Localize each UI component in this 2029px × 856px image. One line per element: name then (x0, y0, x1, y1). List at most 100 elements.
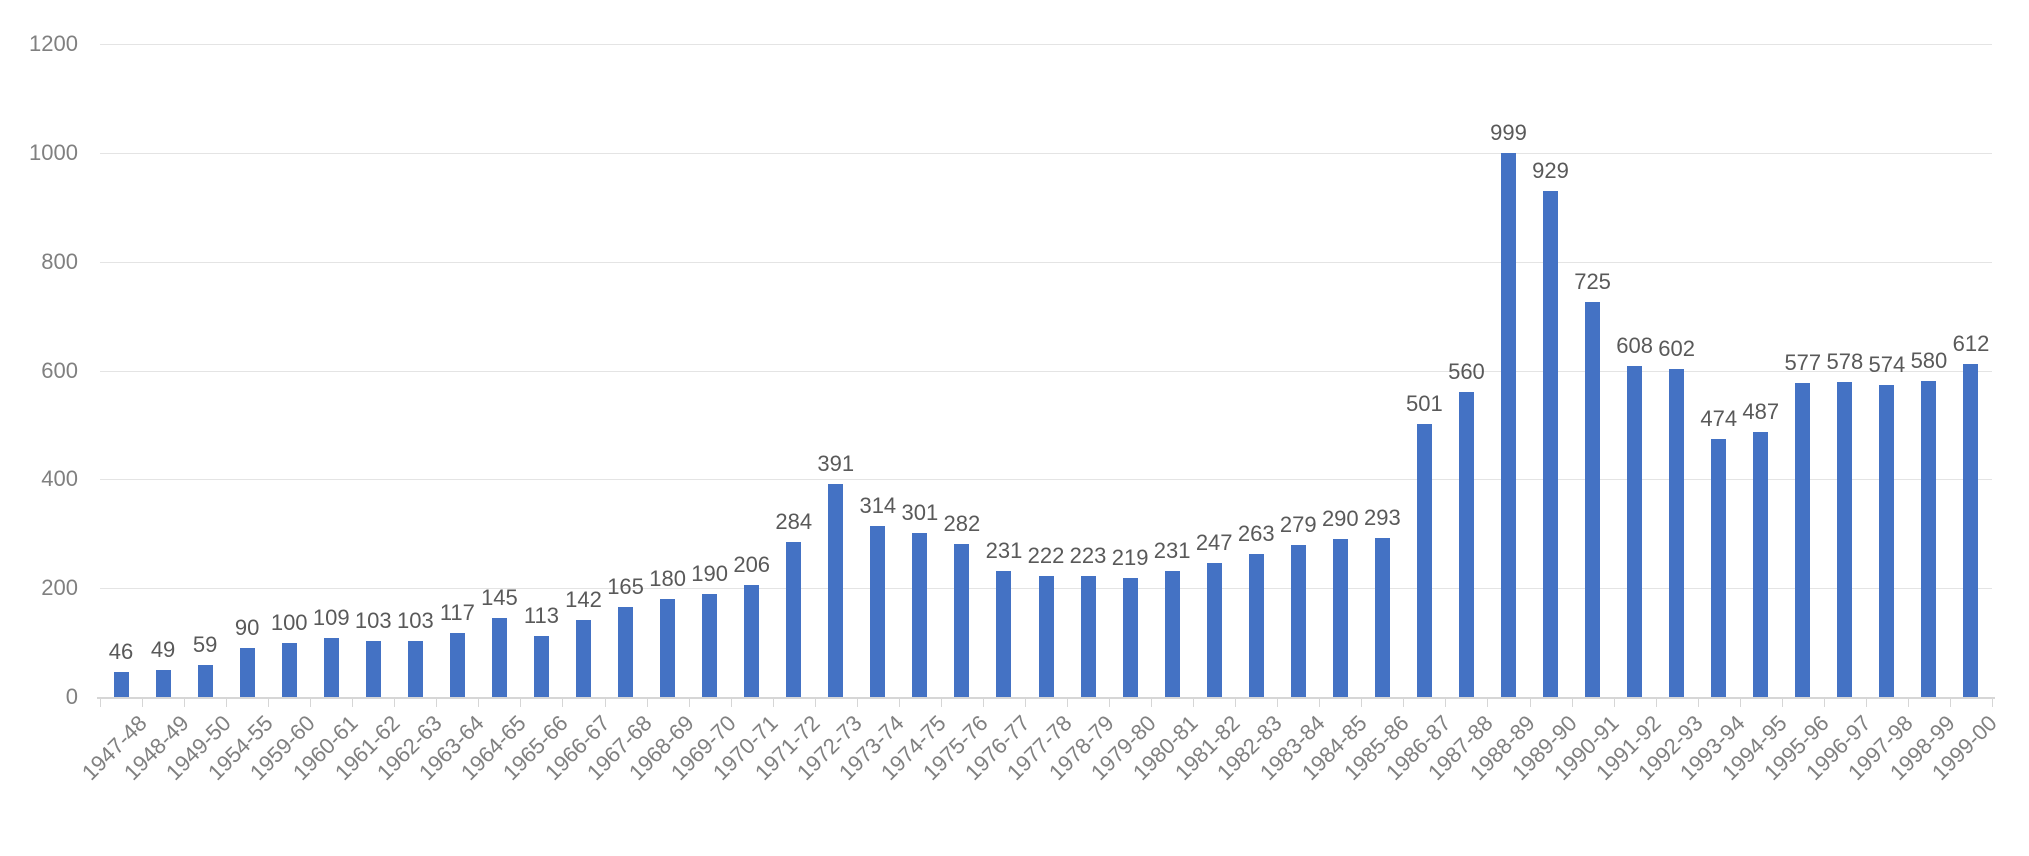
x-axis-tick (898, 699, 900, 707)
x-axis-tick (1445, 699, 1447, 707)
x-axis-tick (394, 699, 396, 707)
bar-value-label: 247 (1195, 529, 1233, 555)
bar-value-label: 279 (1279, 512, 1317, 538)
bar (1627, 366, 1643, 697)
x-axis-tick (1781, 699, 1783, 707)
bar-value-label: 290 (1321, 506, 1359, 532)
bar-value-label: 612 (1952, 330, 1990, 356)
bar-value-label: 190 (691, 560, 728, 586)
bar (1543, 191, 1559, 697)
x-axis-tick (1361, 699, 1363, 707)
x-axis-tick (1739, 699, 1741, 707)
bar-value-label: 487 (1742, 398, 1780, 424)
x-axis-tick (688, 699, 690, 707)
x-axis-tick (1403, 699, 1405, 707)
x-axis-tick (1571, 699, 1573, 707)
bar (576, 619, 591, 697)
bar (1290, 545, 1306, 697)
bar-value-label: 145 (481, 585, 518, 611)
bar (1416, 424, 1432, 697)
bar-value-label: 999 (1490, 120, 1527, 146)
x-axis-tick (1907, 699, 1909, 707)
y-axis-tick-label: 0 (65, 684, 78, 709)
bar (1963, 363, 1979, 697)
x-axis-tick (1697, 699, 1699, 707)
bar-value-label: 90 (234, 615, 260, 641)
y-axis-tick-label: 200 (41, 575, 78, 601)
x-axis-tick (352, 699, 354, 707)
x-axis-tick (1024, 699, 1026, 707)
bar (786, 542, 802, 697)
bar-value-label: 578 (1826, 349, 1864, 375)
bar-value-label: 560 (1448, 359, 1485, 385)
bar (1248, 553, 1264, 697)
bar (491, 618, 507, 697)
bar (744, 584, 760, 697)
x-axis-tick (856, 699, 858, 707)
bar-value-label: 113 (523, 602, 559, 628)
bar (113, 671, 129, 697)
bar-value-label: 49 (150, 637, 176, 663)
x-axis-tick (1487, 699, 1489, 707)
bar (533, 635, 549, 697)
x-axis-tick (1655, 699, 1657, 707)
x-axis-tick (730, 699, 732, 707)
bar-value-label: 501 (1406, 391, 1443, 417)
bar-value-label: 929 (1532, 158, 1569, 184)
x-axis-tick (310, 699, 312, 707)
bar-value-label: 574 (1868, 351, 1906, 377)
x-axis-tick (436, 699, 438, 707)
x-axis-line (97, 697, 1995, 699)
bar-value-label: 59 (192, 631, 218, 657)
bar-value-label: 231 (1153, 538, 1191, 564)
bar-value-label: 231 (985, 538, 1023, 564)
y-axis-tick-label: 600 (41, 357, 78, 383)
x-axis-tick (1613, 699, 1615, 707)
bar (912, 533, 928, 697)
bar-value-label: 263 (1237, 520, 1275, 546)
x-axis-tick (772, 699, 774, 707)
bar (1585, 302, 1601, 697)
bar (1458, 392, 1474, 697)
bar (1879, 384, 1895, 697)
x-axis-tick (1865, 699, 1867, 707)
x-axis-tick (604, 699, 606, 707)
bar (197, 664, 213, 697)
y-axis-tick-label: 400 (41, 466, 78, 492)
x-axis-tick (1151, 699, 1153, 707)
x-axis-tick (940, 699, 942, 707)
bar-value-label: 117 (439, 600, 475, 626)
bar-value-label: 100 (270, 609, 308, 635)
x-axis-tick (226, 699, 228, 707)
x-axis-tick (184, 699, 186, 707)
bar (1206, 562, 1222, 697)
bar-value-label: 314 (859, 493, 897, 519)
bar (155, 670, 171, 697)
x-axis-tick (478, 699, 480, 707)
bar (660, 599, 676, 697)
bar-value-label: 391 (817, 451, 855, 477)
bar-value-label: 602 (1658, 336, 1696, 362)
x-axis-tick (1193, 699, 1195, 707)
bar-value-label: 608 (1616, 333, 1653, 359)
y-axis-tick-label: 800 (41, 248, 78, 274)
bar (1795, 383, 1811, 697)
bar-value-label: 577 (1784, 350, 1822, 376)
x-axis-tick (1823, 699, 1825, 707)
bar (239, 648, 255, 697)
bar-value-label: 103 (396, 607, 434, 633)
bar (1374, 537, 1390, 697)
bar (281, 642, 297, 697)
bar-value-label: 222 (1027, 543, 1065, 569)
x-axis-tick (1319, 699, 1321, 707)
bar (828, 484, 844, 697)
x-axis-tick (646, 699, 648, 707)
bar (1038, 576, 1054, 697)
x-axis-tick (1992, 699, 1993, 707)
bar-value-label: 219 (1111, 544, 1149, 570)
bar-value-label: 301 (901, 500, 939, 526)
bar-value-label: 223 (1069, 542, 1107, 568)
bar (1332, 539, 1348, 697)
bar (323, 637, 339, 697)
